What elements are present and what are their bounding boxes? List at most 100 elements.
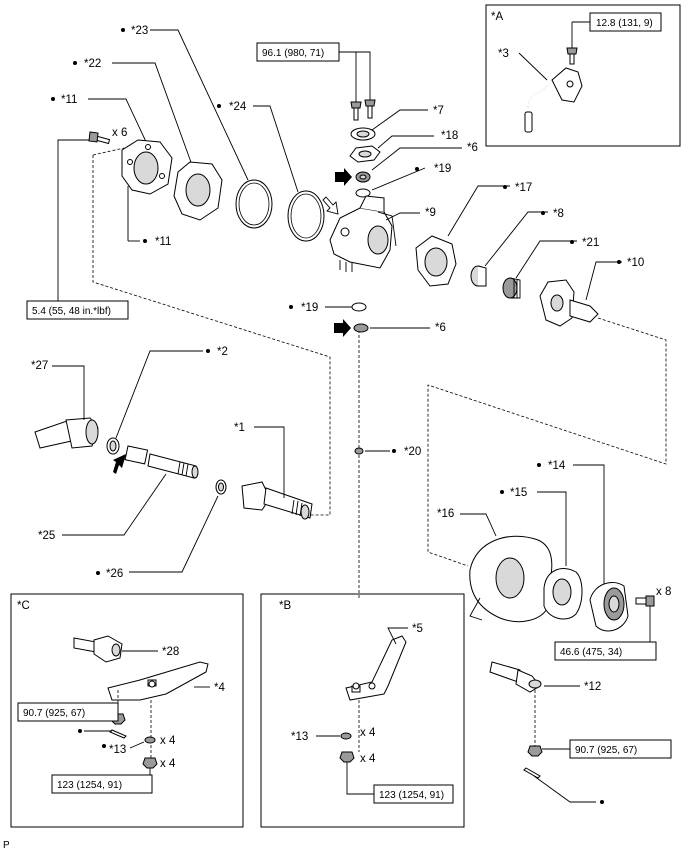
footer-mark: P <box>3 840 10 851</box>
speed-sensor-drawing <box>524 47 583 133</box>
label-p6b: *6 <box>435 322 446 334</box>
torque-box-c-arm <box>51 774 153 794</box>
label-p26: *26 <box>106 568 123 580</box>
label-p14: *14 <box>548 460 566 472</box>
b-washer-drawing <box>340 732 352 740</box>
torque-c-arm: 123 (1254, 91) <box>57 780 122 791</box>
knuckle-bolts-drawing <box>350 99 376 121</box>
part-8-drawing <box>470 265 487 287</box>
label-p13b: *13 <box>291 731 308 743</box>
part-24-drawing <box>287 190 325 242</box>
part-15-drawing <box>543 568 583 620</box>
part-6-bottom-drawing <box>353 323 369 333</box>
label-p5: *5 <box>412 623 423 635</box>
label-p16: *16 <box>437 508 454 520</box>
torque-box-hub-bolts <box>554 641 657 661</box>
part-17-drawing <box>415 235 457 287</box>
precoat-arrow-lower-icon <box>334 319 351 337</box>
label-p13a: *13 <box>109 744 126 756</box>
inset-b-frame <box>260 593 465 828</box>
assembly-guide-left <box>92 155 331 516</box>
label-p22: *22 <box>84 58 101 70</box>
label-p24: *24 <box>229 101 247 113</box>
inset-c-frame <box>10 593 244 828</box>
label-p11a: *11 <box>61 94 77 106</box>
label-p7: *7 <box>433 105 444 117</box>
label-p28: *28 <box>162 646 179 658</box>
qty-c-x4-bottom: x 4 <box>160 758 176 770</box>
precoat-arrow-shaft-icon <box>113 454 126 474</box>
torque-knuckle-bolts: 96.1 (980, 71) <box>262 48 324 59</box>
label-p19a: *19 <box>434 163 451 175</box>
label-p18: *18 <box>441 130 458 142</box>
qty-hub-x8: x 8 <box>656 586 671 598</box>
grease-arrow-icon <box>322 196 339 215</box>
part-19-top-drawing <box>355 188 371 198</box>
cotter-pin-drawing <box>523 767 541 779</box>
assembly-guide-right <box>427 317 667 567</box>
drive-shaft-27-drawing <box>34 417 99 449</box>
label-p25: *25 <box>38 530 55 542</box>
label-p17: *17 <box>515 182 532 194</box>
tie-rod-12-drawing <box>489 661 542 693</box>
label-p15: *15 <box>510 487 527 499</box>
label-p2: *2 <box>217 346 228 358</box>
torque-cover-bolts: 5.4 (55, 48 in.*lbf) <box>32 306 111 317</box>
hub-bolt-drawing <box>635 595 655 607</box>
part-1-drawing <box>241 481 313 520</box>
label-p12: *12 <box>584 681 601 693</box>
torque-box-c-tie-rod <box>17 702 119 722</box>
b-nut-drawing <box>339 751 355 763</box>
torque-c-tie-rod: 90.7 (925, 67) <box>23 708 85 719</box>
part-19-bottom-drawing <box>351 302 367 312</box>
label-p3: *3 <box>498 48 509 60</box>
part-2-drawing <box>106 437 120 455</box>
tie-rod-nut-drawing <box>527 745 543 757</box>
label-p11b: *11 <box>155 236 171 248</box>
precoat-arrow-icon <box>335 168 352 186</box>
part-20-drawing <box>354 447 364 455</box>
label-p4: *4 <box>214 682 225 694</box>
knuckle-part-9-drawing <box>329 195 397 272</box>
c-non-reusable-dot-icon <box>78 729 82 733</box>
qty-bolt-x6: x 6 <box>112 127 127 139</box>
inset-b-title: *B <box>279 600 291 612</box>
torque-sensor: 12.8 (131, 9) <box>596 18 653 29</box>
spindle-part-10-drawing <box>539 279 599 327</box>
label-p23: *23 <box>131 25 148 37</box>
c-arm-4-drawing <box>107 661 209 701</box>
label-p1: *1 <box>234 422 245 434</box>
label-p6a: *6 <box>467 142 478 154</box>
arm-5-drawing <box>345 635 407 701</box>
non-reusable-dot-icon <box>600 800 604 804</box>
part-25-drawing <box>124 445 199 479</box>
qty-b-x4-bottom: x 4 <box>360 753 376 765</box>
label-p27: *27 <box>31 360 48 372</box>
c-cotter-pin-drawing <box>109 729 127 739</box>
cover-bolt-drawing <box>88 131 111 145</box>
qty-b-x4-top: x 4 <box>360 727 376 739</box>
label-p21: *21 <box>582 237 599 249</box>
part-26-drawing <box>215 479 227 495</box>
c-nut-drawing <box>142 757 158 769</box>
part-18-drawing <box>349 145 381 163</box>
dust-cover-16-drawing <box>469 535 553 622</box>
c-tie-rod-28-drawing <box>73 635 123 663</box>
torque-tie-rod: 90.7 (925, 67) <box>575 745 637 756</box>
c-washer-drawing <box>144 736 156 744</box>
part-22-drawing <box>173 161 223 221</box>
hub-14-drawing <box>589 582 629 632</box>
torque-hub-bolts: 46.6 (475, 34) <box>560 647 622 658</box>
label-p8: *8 <box>553 208 564 220</box>
label-p10: *10 <box>627 257 644 269</box>
part-21-drawing <box>502 277 521 299</box>
label-p19b: *19 <box>301 302 318 314</box>
inset-a-title: *A <box>491 11 503 23</box>
inset-c-title: *C <box>17 600 30 612</box>
qty-c-x4-top: x 4 <box>160 735 176 747</box>
label-p20: *20 <box>404 446 421 458</box>
part-7-drawing <box>350 127 376 141</box>
label-p9: *9 <box>425 207 436 219</box>
torque-b-arm: 123 (1254, 91) <box>379 790 444 801</box>
